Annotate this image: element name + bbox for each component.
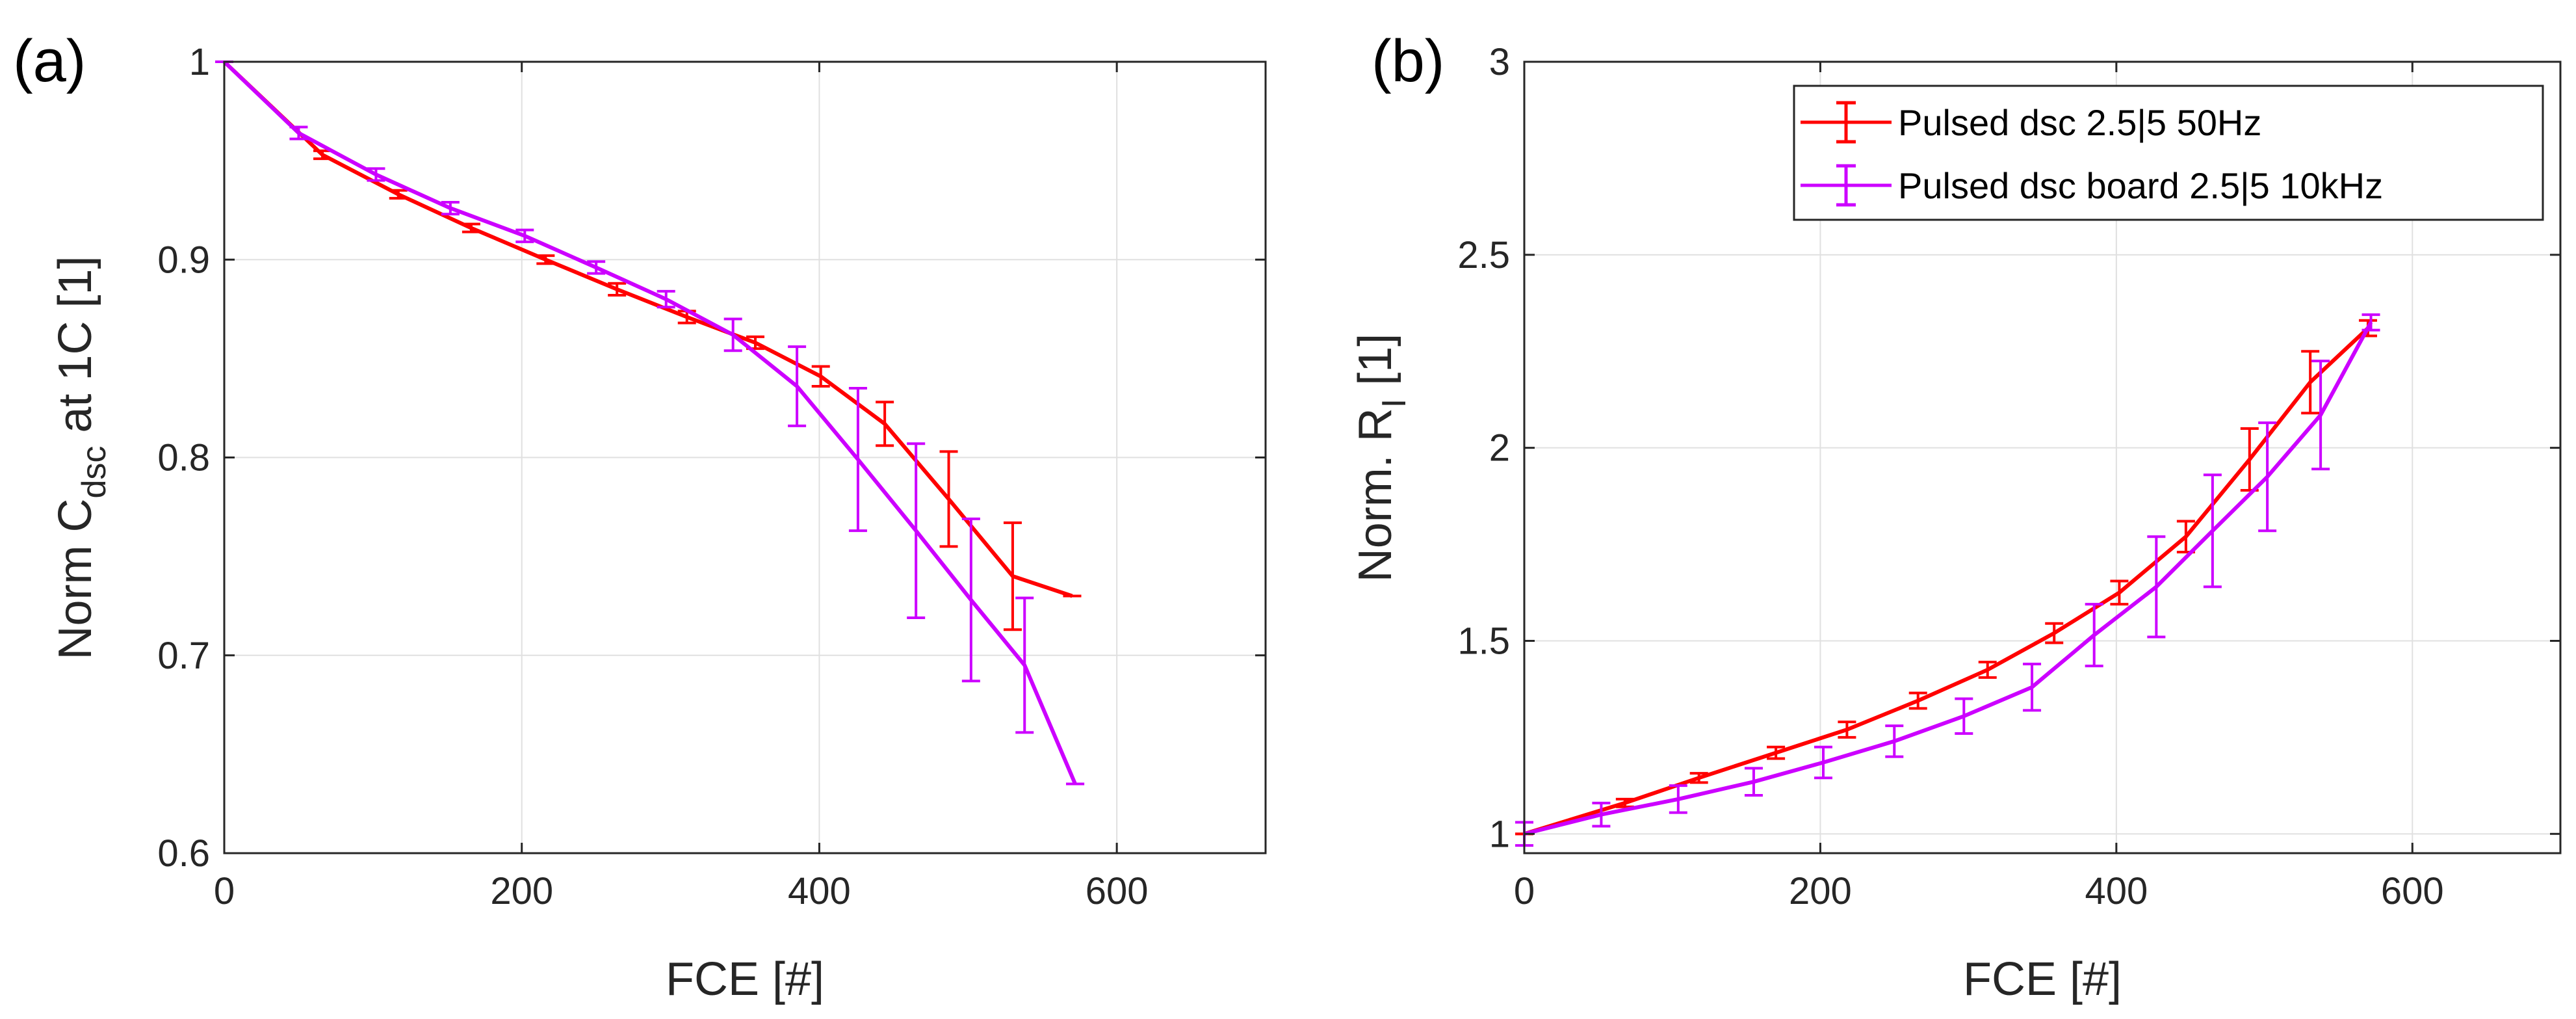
panel-a-errorbar-red xyxy=(939,450,958,548)
panel-a-errorbar-red xyxy=(811,365,830,388)
panel-b-errorbar-red xyxy=(1767,745,1786,760)
panel-a-x-axis-label: FCE [#] xyxy=(666,953,824,1005)
panel-b-y-tick-label: 1 xyxy=(1489,813,1510,855)
panel-a-errorbar-red xyxy=(608,282,627,297)
panel-a-errorbar-magenta xyxy=(848,387,867,533)
panel-b-errorbar-magenta xyxy=(1592,801,1611,828)
panel-a-errorbar-red xyxy=(876,401,894,447)
panel-b-errorbar-red xyxy=(2301,350,2320,415)
panel-a-y-tick-label: 0.8 xyxy=(157,437,210,479)
legend-entry-magenta: Pulsed dsc board 2.5|5 10kHz xyxy=(1801,164,2383,207)
panel-b-errorbar-red xyxy=(2110,579,2129,606)
panel-b-errorbar-magenta xyxy=(2023,663,2042,712)
panel-b-x-tick-label: 200 xyxy=(1789,870,1852,912)
panel-b-y-tick-label: 3 xyxy=(1489,41,1510,83)
panel-b-series-line-magenta xyxy=(1524,321,2373,836)
panel-a-errorbar-red xyxy=(536,254,555,265)
legend-box xyxy=(1793,85,2544,221)
panel-a-x-tick-label: 0 xyxy=(214,870,235,912)
panel-a-errorbar-magenta xyxy=(961,517,980,683)
panel-b-errorbar-magenta xyxy=(1955,697,1973,735)
panel-b-errorbar-magenta xyxy=(1744,767,1763,797)
panel-a-errorbar-magenta xyxy=(441,201,460,216)
panel-b-y-tick-label: 1.5 xyxy=(1457,620,1510,662)
panel-a-y-tick-label: 1 xyxy=(189,41,210,83)
panel-b-errorbar-magenta xyxy=(2258,421,2277,533)
legend-entry-magenta-label: Pulsed dsc board 2.5|5 10kHz xyxy=(1898,165,2383,206)
legend-entry-red-label: Pulsed dsc 2.5|5 50Hz xyxy=(1898,102,2261,143)
legend-entry-red: Pulsed dsc 2.5|5 50Hz xyxy=(1801,101,2261,144)
panel-a-errorbar-red xyxy=(1003,521,1022,631)
panel-a-errorbar-red xyxy=(389,189,408,200)
panel-a-errorbar-magenta xyxy=(367,167,385,182)
panel-b-errorbar-magenta xyxy=(2085,603,2103,668)
panel-b-y-tick-label: 2 xyxy=(1489,427,1510,470)
panel-b-y-tick-label: 2.5 xyxy=(1457,234,1510,276)
panel-b-axes-box xyxy=(1523,60,2562,854)
panel-a-y-tick-label: 0.9 xyxy=(157,239,210,281)
panel-b-errorbar-red xyxy=(1838,721,1856,739)
panel-b-errorbar-red xyxy=(1978,661,1997,679)
panel-a-x-tick-label: 200 xyxy=(490,870,553,912)
panel-a-errorbar-magenta xyxy=(657,289,675,309)
panel-b-chart: (b) 0 200 400 600 1 1.5 2 2.5 3 FCE [#] Norm. RI… xyxy=(1349,28,2562,1005)
panel-a-chart: (a) 0 200 400 600 0.6 0.7 0.8 0.9 1 FCE [#] Norm… xyxy=(13,28,1267,1005)
panel-b-errorbar-magenta xyxy=(2203,473,2222,589)
panel-a-errorbar-magenta xyxy=(289,126,308,140)
panel-a-errorbar-magenta xyxy=(515,228,534,243)
panel-b-errorbar-magenta xyxy=(1885,724,1904,758)
panel-a-x-tick-label: 400 xyxy=(788,870,851,912)
panel-b-errorbar-magenta xyxy=(2361,313,2380,332)
panel-b-y-axis-label: Norm. RI [1] xyxy=(1349,334,1413,583)
panel-b-errorbar-red xyxy=(1908,691,1927,710)
panel-a-errorbar-magenta xyxy=(587,260,606,275)
panel-a-errorbar-magenta xyxy=(723,317,742,352)
panel-a-series-line-magenta xyxy=(222,60,1077,785)
panel-a-errorbar-magenta xyxy=(788,345,807,427)
panel-b-x-tick-label: 600 xyxy=(2381,870,2444,912)
panel-a-y-tick-label: 0.6 xyxy=(157,832,210,875)
panel-a-y-tick-label: 0.7 xyxy=(157,635,210,677)
panel-b-x-tick-label: 400 xyxy=(2085,870,2148,912)
panel-b-errorbar-magenta xyxy=(1814,745,1832,780)
panel-b-errorbar-magenta xyxy=(1669,784,1687,814)
panel-b-errorbar-red xyxy=(1689,772,1708,784)
panel-a-label: (a) xyxy=(13,28,86,94)
panel-b-x-tick-label: 0 xyxy=(1514,870,1535,912)
panel-b-errorbar-red xyxy=(2045,622,2064,644)
panel-a-x-tick-label: 600 xyxy=(1086,870,1149,912)
panel-b-x-axis-label: FCE [#] xyxy=(1963,953,2122,1005)
panel-a-errorbar-magenta xyxy=(907,442,926,619)
panel-b-errorbar-magenta xyxy=(2311,360,2330,471)
panel-a-errorbar-red xyxy=(462,222,480,233)
panel-a-errorbar-magenta xyxy=(1015,596,1034,734)
panel-a-y-axis-label: Norm Cdsc at 1C [1] xyxy=(49,256,113,659)
panel-b-errorbar-magenta xyxy=(2147,535,2166,639)
panel-b-label: (b) xyxy=(1372,28,1444,94)
legend: Pulsed dsc 2.5|5 50Hz Pulsed dsc board 2… xyxy=(1793,85,2544,221)
